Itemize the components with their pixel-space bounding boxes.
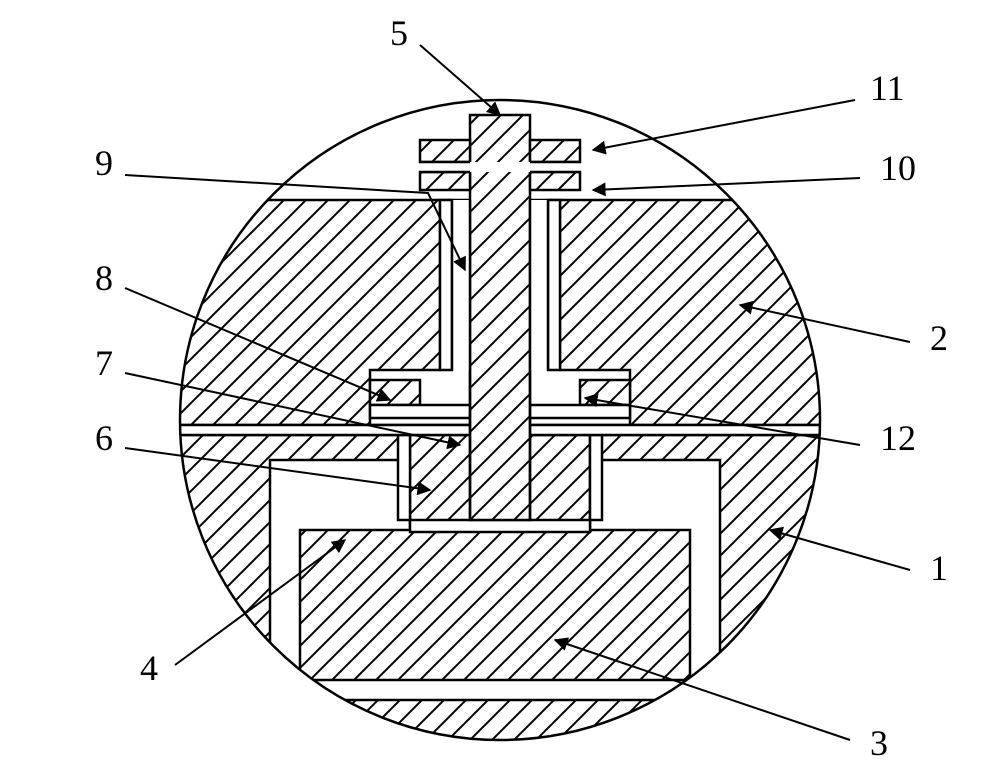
callout-label-8: 8 bbox=[95, 258, 113, 298]
nut-11-right bbox=[530, 140, 580, 162]
callout-label-9: 9 bbox=[95, 143, 113, 183]
leader-11 bbox=[593, 100, 855, 150]
callout-label-3: 3 bbox=[870, 723, 888, 763]
plate-3 bbox=[300, 530, 690, 680]
callout-label-5: 5 bbox=[390, 13, 408, 53]
callout-label-1: 1 bbox=[930, 548, 948, 588]
sleeve-9-right bbox=[548, 200, 560, 370]
callout-label-4: 4 bbox=[140, 648, 158, 688]
bolt-5 bbox=[470, 115, 530, 520]
callout-label-7: 7 bbox=[95, 343, 113, 383]
leader-10 bbox=[593, 178, 860, 190]
washer-10-left bbox=[420, 172, 470, 190]
callout-label-11: 11 bbox=[870, 68, 905, 108]
collar-8 bbox=[370, 380, 420, 405]
sleeve-9-left bbox=[440, 200, 452, 370]
nut-11-left bbox=[420, 140, 470, 162]
callout-label-6: 6 bbox=[95, 418, 113, 458]
callout-label-2: 2 bbox=[930, 318, 948, 358]
diagram-svg: 511109876431212 bbox=[0, 0, 1000, 776]
leader-5 bbox=[420, 45, 500, 115]
callout-label-10: 10 bbox=[880, 148, 916, 188]
washer-10-right bbox=[530, 172, 580, 190]
section-bodies bbox=[150, 115, 880, 760]
callout-label-12: 12 bbox=[880, 418, 916, 458]
